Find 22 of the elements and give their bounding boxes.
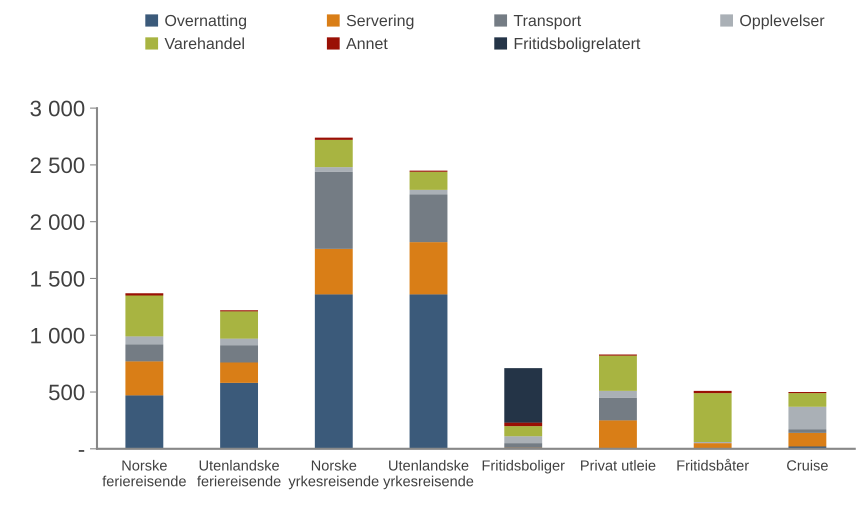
- x-tick-label: Utenlandske yrkesreisende: [383, 460, 474, 490]
- x-tick-label: Cruise: [787, 460, 828, 471]
- y-tick-label: 2 500: [30, 157, 84, 174]
- x-tick-label: Utenlandske feriereisende: [197, 460, 281, 486]
- x-tick-label: Fritidsboliger: [482, 460, 565, 474]
- x-tick-label: Norske yrkesreisende: [288, 460, 379, 490]
- y-tick-label: 2 000: [30, 214, 84, 230]
- y-tick-label: 1 000: [31, 328, 84, 344]
- legend-label: Fritidsboligrelatert: [514, 37, 640, 52]
- legend-label: Varehandel: [164, 37, 244, 50]
- legend-label: Transport: [514, 15, 582, 30]
- x-tick-label: Fritidsbåter: [677, 458, 749, 471]
- y-tick-label: 3 000: [30, 100, 84, 116]
- y-tick-label: 500: [49, 384, 84, 400]
- legend-label: Overnatting: [165, 14, 246, 30]
- x-tick-label: Norske feriereisende: [102, 460, 186, 486]
- legend-label: Opplevelser: [740, 14, 824, 30]
- legend-label: Servering: [346, 14, 414, 30]
- x-tick-label: Privat utleie: [581, 460, 656, 471]
- y-tick-label: 1 500: [31, 270, 84, 287]
- legend-label: Annet: [346, 38, 388, 50]
- y-tick-label: -: [78, 450, 84, 452]
